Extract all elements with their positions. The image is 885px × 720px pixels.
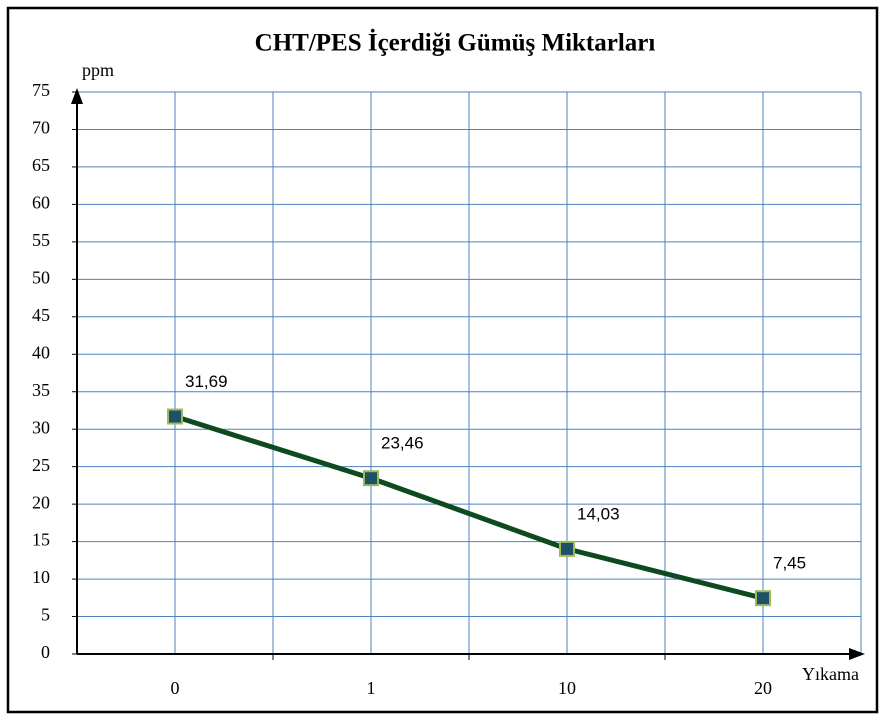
y-tick-label: 65 — [32, 155, 50, 175]
y-tick-label: 40 — [32, 342, 50, 362]
marker — [167, 408, 183, 425]
y-axis-label: ppm — [82, 60, 114, 80]
x-tick-label: 0 — [171, 678, 180, 698]
y-axis-arrow — [71, 88, 83, 104]
chart-border — [6, 6, 879, 714]
x-axis-arrow — [849, 648, 865, 660]
y-tick-label: 5 — [41, 605, 50, 625]
data-label: 14,03 — [577, 504, 620, 523]
y-tick-label: 30 — [32, 417, 50, 437]
x-axis-label: Yıkama — [802, 664, 859, 684]
y-tick-label: 35 — [32, 380, 50, 400]
data-label: 23,46 — [381, 434, 424, 453]
chart-title: CHT/PES İçerdiği Gümüş Miktarları — [255, 29, 656, 57]
y-tick-label: 20 — [32, 492, 50, 512]
y-tick-label: 70 — [32, 118, 50, 138]
y-tick-label: 75 — [32, 80, 50, 100]
marker — [755, 590, 771, 607]
y-tick-label: 50 — [32, 267, 50, 287]
marker — [559, 540, 575, 557]
line — [174, 414, 764, 601]
marks: 31,69 23,46 14,03 7,45 — [167, 372, 806, 607]
y-tick-label: 15 — [32, 530, 50, 550]
axes: 0 5 10 15 20 25 30 35 40 45 50 55 60 65 70 75 0 1 10 20 — [32, 80, 865, 698]
y-tick-label: 55 — [32, 230, 50, 250]
x-tick-label: 1 — [367, 678, 376, 698]
grid — [77, 91, 862, 655]
y-tick-label: 45 — [32, 305, 50, 325]
x-tick-label: 20 — [754, 678, 772, 698]
marker — [363, 470, 379, 487]
y-tick-label: 60 — [32, 193, 50, 213]
data-label: 7,45 — [773, 554, 806, 573]
y-tick-label: 0 — [41, 642, 50, 662]
y-tick-label: 25 — [32, 455, 50, 475]
y-tick-label: 10 — [32, 567, 50, 587]
data-label: 31,69 — [185, 372, 228, 391]
x-tick-label: 10 — [558, 678, 576, 698]
